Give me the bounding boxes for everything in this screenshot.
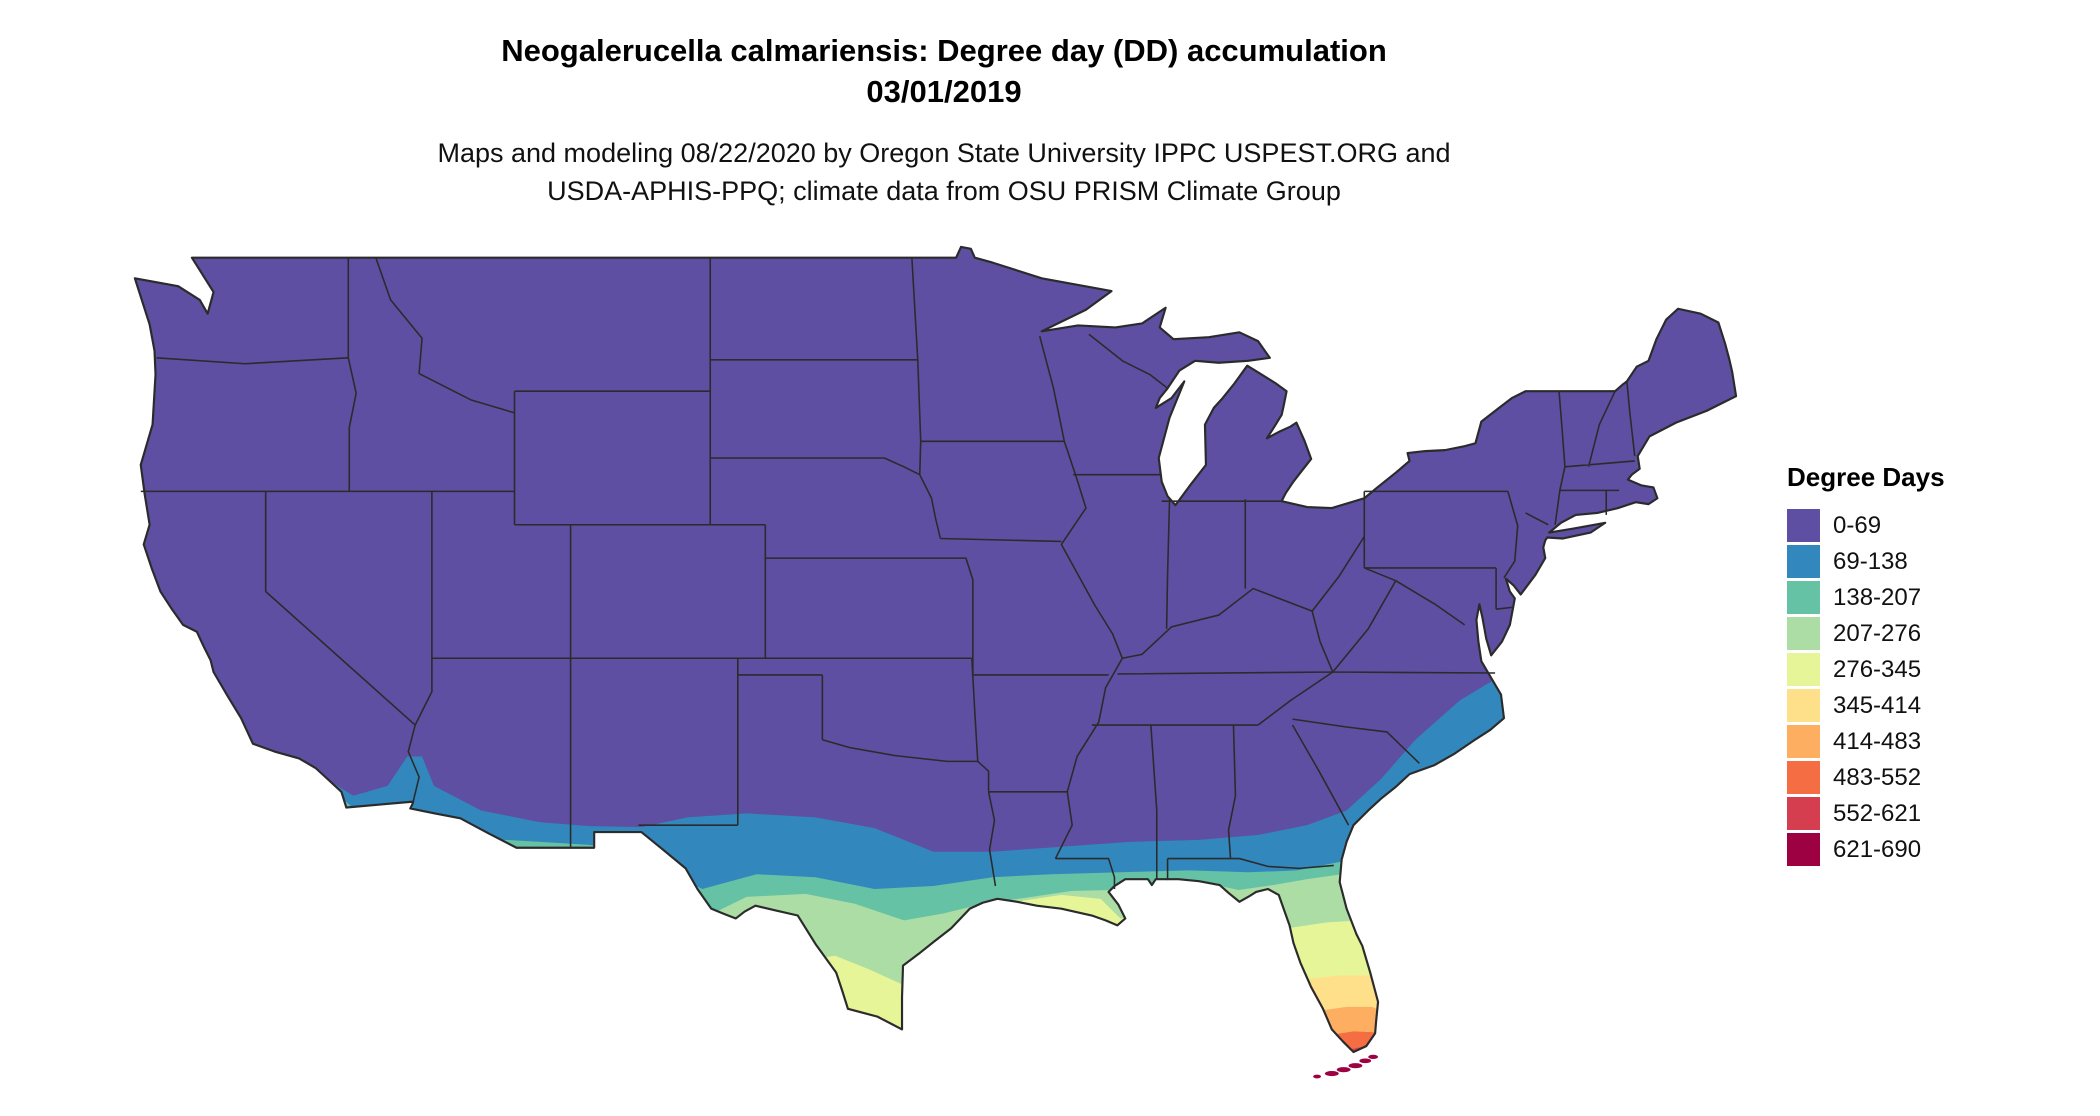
- map-subtitle: Maps and modeling 08/22/2020 by Oregon S…: [437, 134, 1450, 210]
- us-degree-day-map: [127, 241, 1740, 1105]
- legend-item: 552-621: [1787, 795, 1945, 831]
- legend-color-swatch: [1787, 544, 1820, 578]
- legend-item: 69-138: [1787, 543, 1945, 579]
- legend-item: 138-207: [1787, 579, 1945, 615]
- legend-color-swatch: [1787, 688, 1820, 722]
- degree-days-legend: Degree Days 0-69 69-138 138-207: [1787, 462, 1945, 867]
- legend-color-swatch: [1787, 796, 1820, 830]
- legend-color-swatch: [1787, 508, 1820, 542]
- legend-color-swatch: [1787, 616, 1820, 650]
- legend-color-swatch: [1787, 580, 1820, 614]
- legend-item: 414-483: [1787, 723, 1945, 759]
- legend-color-swatch: [1787, 724, 1820, 758]
- map-title: Neogalerucella calmariensis: Degree day …: [501, 33, 1387, 68]
- legend-item: 0-69: [1787, 507, 1945, 543]
- dd-band-414-483: [1267, 1006, 1399, 1052]
- legend-item-label: 276-345: [1833, 655, 1922, 683]
- legend-item-label: 207-276: [1833, 619, 1922, 647]
- legend-title: Degree Days: [1787, 462, 1945, 492]
- legend-item-label: 621-690: [1833, 835, 1922, 863]
- map-date: 03/01/2019: [866, 74, 1022, 109]
- subtitle-credits: Maps and modeling 08/22/2020 by Oregon S…: [437, 138, 1451, 168]
- legend-item-label: 483-552: [1833, 763, 1922, 791]
- legend-color-swatch: [1787, 652, 1820, 686]
- legend-item: 276-345: [1787, 651, 1945, 687]
- legend-item: 207-276: [1787, 615, 1945, 651]
- legend-item-label: 552-621: [1833, 799, 1922, 827]
- state-borders: [140, 257, 1636, 889]
- legend-color-swatch: [1787, 760, 1820, 794]
- legend-item-label: 414-483: [1833, 727, 1922, 755]
- florida-keys: [1313, 1054, 1379, 1079]
- legend-item-label: 69-138: [1833, 547, 1908, 575]
- subtitle-climate-source: USDA-APHIS-PPQ; climate data from OSU PR…: [547, 176, 1341, 206]
- legend-item: 345-414: [1787, 687, 1945, 723]
- legend-item: 483-552: [1787, 759, 1945, 795]
- legend-color-swatch: [1787, 832, 1820, 866]
- legend-items: 0-69 69-138 138-207 207-276: [1787, 507, 1945, 867]
- legend-item-label: 0-69: [1833, 511, 1882, 539]
- dd-band-552-621: [1312, 1046, 1394, 1052]
- legend-item: 621-690: [1787, 831, 1945, 867]
- legend-item-label: 138-207: [1833, 583, 1922, 611]
- legend-item-label: 345-414: [1833, 691, 1922, 719]
- us-map-svg: [133, 245, 1738, 1079]
- page-title: Neogalerucella calmariensis: Degree day …: [501, 30, 1387, 112]
